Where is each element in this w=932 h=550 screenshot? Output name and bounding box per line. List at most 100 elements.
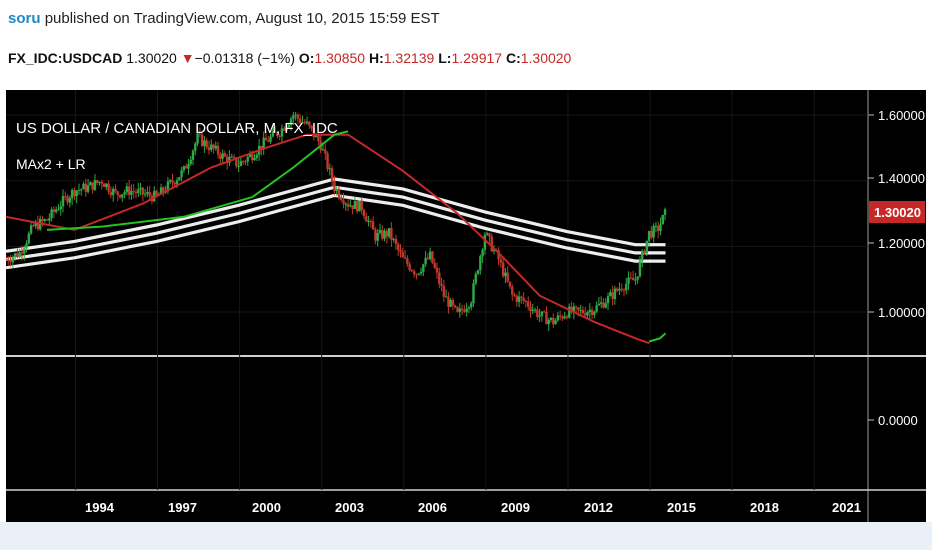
- candle-body: [34, 222, 37, 227]
- candle-body: [189, 159, 192, 165]
- long-moving-average-line: [5, 133, 650, 345]
- candle-body: [454, 305, 457, 308]
- down-arrow-icon: ▼: [180, 50, 195, 66]
- candle-body: [317, 135, 320, 142]
- candle-body: [536, 309, 539, 317]
- candle-body: [533, 309, 537, 311]
- candle-body: [59, 206, 62, 210]
- time-axis[interactable]: 1994 1997 2000 2003 2006 2009 2012 2015 …: [85, 500, 861, 515]
- short-moving-average-tail: [648, 332, 667, 343]
- candle-body: [191, 150, 195, 160]
- time-tick-label: 2018: [750, 500, 779, 515]
- candle-body: [230, 156, 233, 158]
- candle-body: [540, 311, 544, 316]
- time-tick-label: 2021: [832, 500, 861, 515]
- candle-body: [631, 277, 635, 281]
- candle-body: [45, 219, 49, 221]
- candle-body: [68, 198, 72, 203]
- candle-body: [579, 309, 582, 311]
- candle-body: [465, 308, 468, 312]
- time-tick-label: 1997: [168, 500, 197, 515]
- candle-body: [96, 180, 99, 183]
- candle-body: [627, 277, 630, 284]
- candle-body: [615, 288, 619, 291]
- high-value: 1.32139: [383, 50, 435, 66]
- candle-body: [264, 137, 268, 141]
- author-link[interactable]: soru: [8, 10, 41, 27]
- candle-body: [412, 271, 416, 275]
- candle-body: [408, 264, 411, 271]
- candle-body: [394, 238, 398, 244]
- candle-body: [657, 225, 660, 231]
- candle-body: [287, 124, 290, 128]
- candle-body: [123, 192, 126, 195]
- low-value: 1.29917: [451, 50, 503, 66]
- candle-body: [175, 180, 179, 185]
- candle-body: [52, 209, 56, 212]
- candle-body: [490, 236, 493, 252]
- candle-body: [221, 153, 224, 159]
- candle-body: [515, 295, 519, 302]
- candle-body: [584, 313, 587, 316]
- candle-body: [180, 170, 183, 178]
- candle-body: [125, 186, 129, 193]
- candle-body: [232, 156, 236, 158]
- candle-body: [622, 289, 626, 291]
- candle-body: [590, 309, 594, 315]
- price-axis[interactable]: 1.60000 1.40000 1.20000 1.00000 0.0000: [868, 108, 925, 428]
- candle-body: [654, 225, 658, 227]
- chart-container[interactable]: US DOLLAR / CANADIAN DOLLAR, M, FX_IDC M…: [4, 90, 926, 522]
- candle-body: [438, 272, 441, 285]
- candle-body: [241, 161, 245, 163]
- close-value: 1.30020: [520, 50, 572, 66]
- candle-body: [597, 303, 601, 306]
- candle-body: [203, 140, 206, 147]
- candle-body: [385, 230, 389, 237]
- candle-body: [296, 114, 300, 119]
- candle-body: [107, 183, 110, 192]
- candle-body: [620, 288, 623, 290]
- candle-body: [171, 180, 174, 183]
- candle-body: [173, 182, 176, 185]
- candle-body: [253, 157, 256, 161]
- candle-body: [378, 230, 382, 233]
- candle-body: [517, 296, 521, 302]
- candle-body: [563, 316, 566, 319]
- price-chart[interactable]: US DOLLAR / CANADIAN DOLLAR, M, FX_IDC M…: [4, 90, 926, 522]
- candle-body: [330, 168, 334, 182]
- candle-body: [650, 230, 653, 238]
- candle-body: [82, 183, 85, 190]
- candle-body: [440, 284, 443, 287]
- candle-body: [25, 243, 28, 249]
- candle-body: [485, 233, 489, 235]
- candle-body: [374, 229, 377, 241]
- candle-body: [271, 131, 275, 137]
- candle-body: [472, 283, 475, 304]
- candle-body: [301, 122, 304, 124]
- candle-body: [593, 311, 596, 315]
- last-price-badge: [869, 201, 925, 223]
- time-tick-label: 2009: [501, 500, 530, 515]
- candle-body: [476, 270, 480, 274]
- candle-body: [57, 209, 60, 211]
- candle-body: [383, 230, 386, 239]
- candle-body: [75, 190, 78, 197]
- symbol-name[interactable]: FX_IDC:USDCAD: [8, 50, 123, 66]
- candle-body: [522, 297, 525, 301]
- candle-body: [638, 260, 642, 277]
- candle-body: [134, 192, 138, 194]
- candle-body: [141, 187, 145, 195]
- candle-body: [460, 308, 464, 311]
- candle-body: [182, 166, 186, 171]
- candle-body: [298, 118, 302, 123]
- candle-body: [276, 132, 279, 136]
- candle-body: [178, 177, 181, 181]
- candle-body: [280, 128, 284, 137]
- candle-body: [18, 252, 21, 258]
- candle-body: [139, 187, 142, 190]
- candle-body: [360, 200, 363, 211]
- candle-body: [93, 180, 97, 190]
- candle-body: [545, 312, 548, 325]
- indicator-name[interactable]: MAx2 + LR: [16, 156, 86, 172]
- candle-body: [326, 153, 329, 170]
